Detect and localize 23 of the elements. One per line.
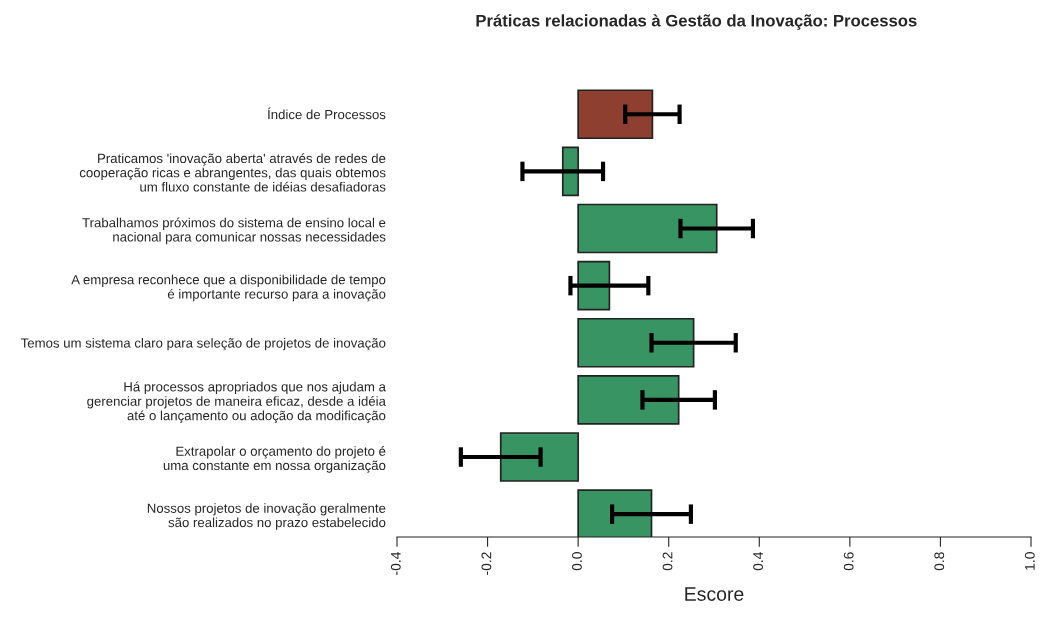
x-tick-label: 0.2 xyxy=(662,552,673,571)
y-tick-label: A empresa reconhece que a disponibilidade de tempo é importante recurso para a inovação xyxy=(71,274,386,302)
bar xyxy=(561,146,579,197)
x-axis-title: Escore xyxy=(685,587,744,601)
bar xyxy=(577,375,680,425)
x-tick-label: -0.4 xyxy=(390,551,401,575)
y-tick-label: Há processos apropriados que nos ajudam a gerenciar projetos de maneira eficaz, desde a idéia até o lançamento ou adoção da modificação xyxy=(87,381,386,423)
x-tick-label: 0.6 xyxy=(843,552,854,571)
y-tick-label: Índice de Processos xyxy=(267,107,386,120)
x-tick-label: 0.0 xyxy=(572,552,582,571)
y-tick-label: Trabalhamos próximos do sistema de ensino local e nacional para comunicar nossas necessidades xyxy=(82,217,386,245)
x-tick-label: 1.0 xyxy=(1024,552,1035,570)
y-tick-label: Extrapolar o orçamento do projeto é uma constante em nossa organização xyxy=(163,445,386,473)
bar xyxy=(577,203,718,254)
y-tick-label: Praticamos 'inovação aberta' através de redes de cooperação ricas e abrangentes, das quais obtemos um fluxo constante de idéias desafiadoras xyxy=(79,153,386,192)
x-tick-label: -0.2 xyxy=(481,552,492,575)
x-tick-label: 0.8 xyxy=(934,552,945,571)
bar xyxy=(577,317,695,368)
x-tick-label: 0.4 xyxy=(753,551,764,571)
chart-title: Práticas relacionadas à Gestão da Inovação: Processos xyxy=(476,14,917,30)
bar xyxy=(577,89,654,140)
y-tick-label: Temos um sistema claro para seleção de projetos de inovação xyxy=(20,337,386,351)
y-tick-label: Nossos projetos de inovação geralmente são realizados no prazo estabelecido xyxy=(147,503,386,530)
